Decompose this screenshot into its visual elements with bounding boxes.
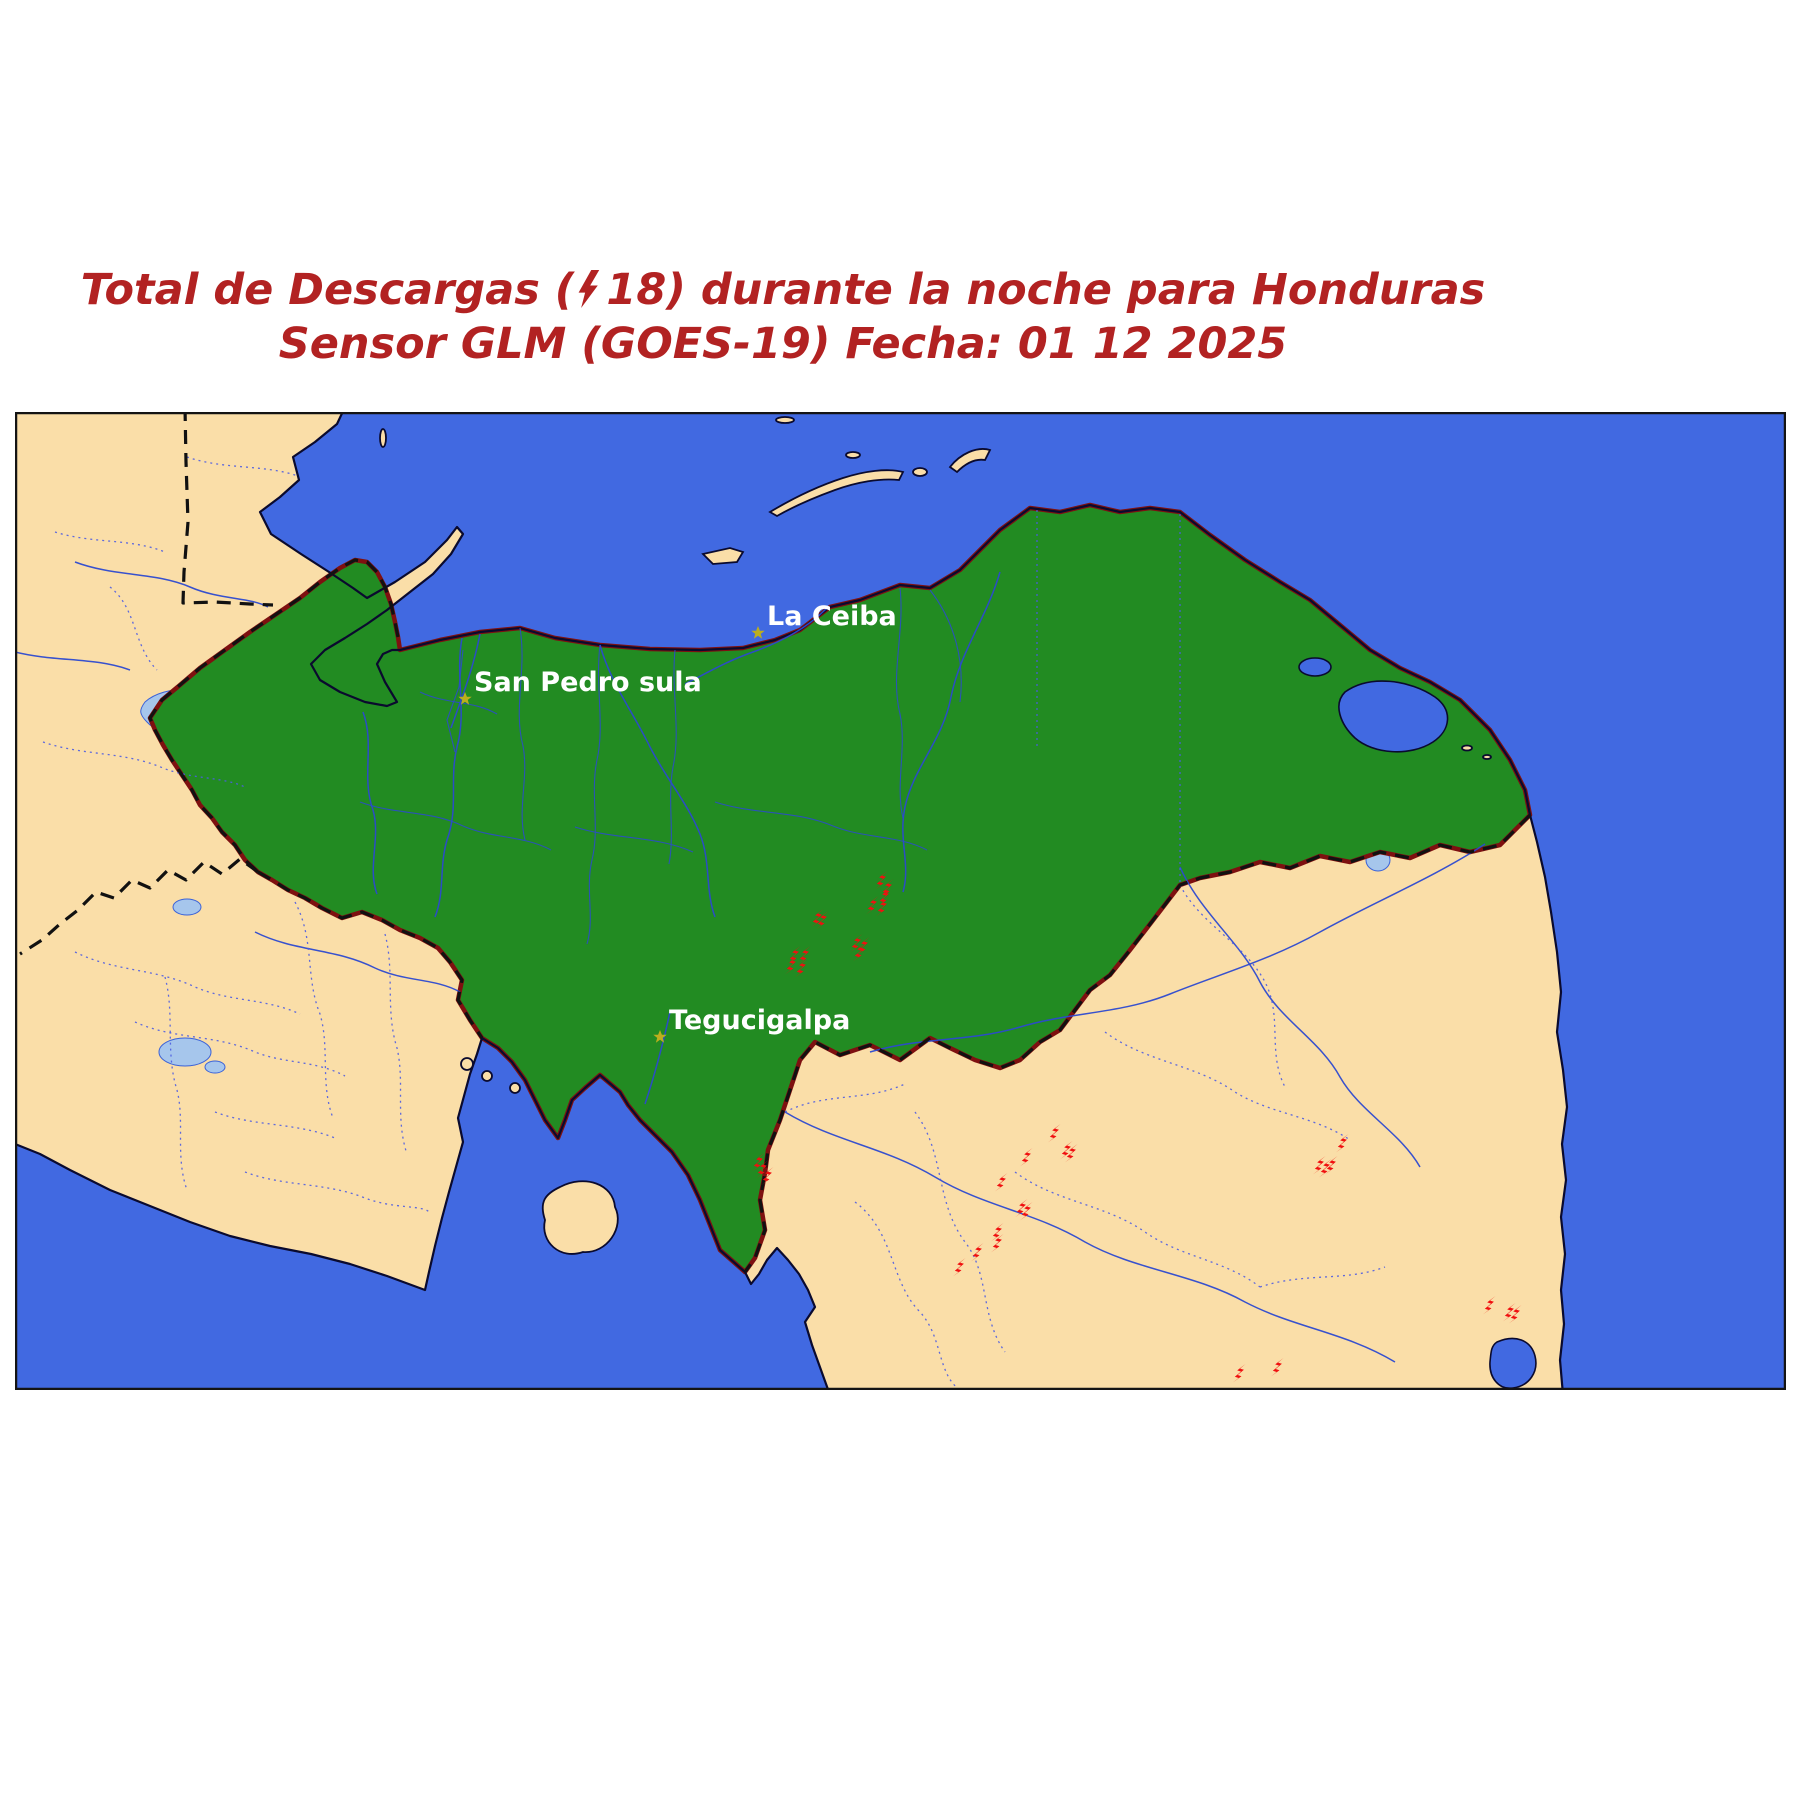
nicaragua-honduras-border — [743, 813, 1532, 1273]
title-line-2: Sensor GLM (GOES-19) Fecha: 01 12 2025 — [278, 318, 1288, 369]
cay — [379, 428, 387, 448]
guanaja-island — [948, 448, 992, 474]
lake-small — [204, 1060, 226, 1074]
fonseca-islet — [460, 1057, 474, 1071]
strike-count: 18 — [606, 265, 667, 315]
figure-title: Total de Descargas ( 18) durante la noche… — [0, 264, 1566, 372]
map: La Ceiba San Pedro sula Tegucigalpa — [15, 412, 1786, 1390]
roatan-island — [768, 469, 905, 518]
lightning-icon — [579, 270, 600, 308]
title-line-1: Total de Descargas ( 18) durante la noche… — [0, 264, 1566, 318]
rivers — [15, 561, 1486, 1363]
lagoon-small — [1298, 657, 1332, 677]
admin-borders — [42, 456, 1386, 1390]
city-label: Tegucigalpa — [669, 1005, 850, 1036]
nicaragua-lagoon — [1489, 1337, 1537, 1389]
department-borders — [359, 510, 1181, 945]
city-label: San Pedro sula — [474, 667, 702, 698]
fonseca-islet — [509, 1082, 521, 1094]
fonseca-island-large — [541, 1180, 619, 1255]
lake-coatepeque — [172, 898, 202, 916]
utila-island — [701, 547, 745, 565]
belize-guatemala-border — [181, 412, 274, 607]
elsalvador-honduras-border — [257, 870, 484, 1039]
guatemala-elsalvador-border — [19, 857, 259, 956]
cay — [1482, 754, 1492, 760]
cay — [845, 451, 861, 459]
city-markers-layer: La Ceiba San Pedro sula Tegucigalpa — [458, 601, 897, 1043]
islet — [912, 467, 928, 477]
caratasca-lagoon — [1338, 680, 1449, 753]
guatemala-honduras-border — [148, 558, 400, 874]
map-frame — [15, 412, 1786, 1390]
title-text: Total de Descargas ( — [80, 265, 575, 315]
cay — [1461, 744, 1473, 752]
cay — [775, 416, 795, 424]
lake-guija — [158, 1037, 212, 1067]
city-label: La Ceiba — [767, 601, 897, 632]
fonseca-islet — [481, 1070, 493, 1082]
country-borders — [19, 412, 1532, 1273]
title-text: ) durante la noche para Honduras — [666, 265, 1486, 315]
